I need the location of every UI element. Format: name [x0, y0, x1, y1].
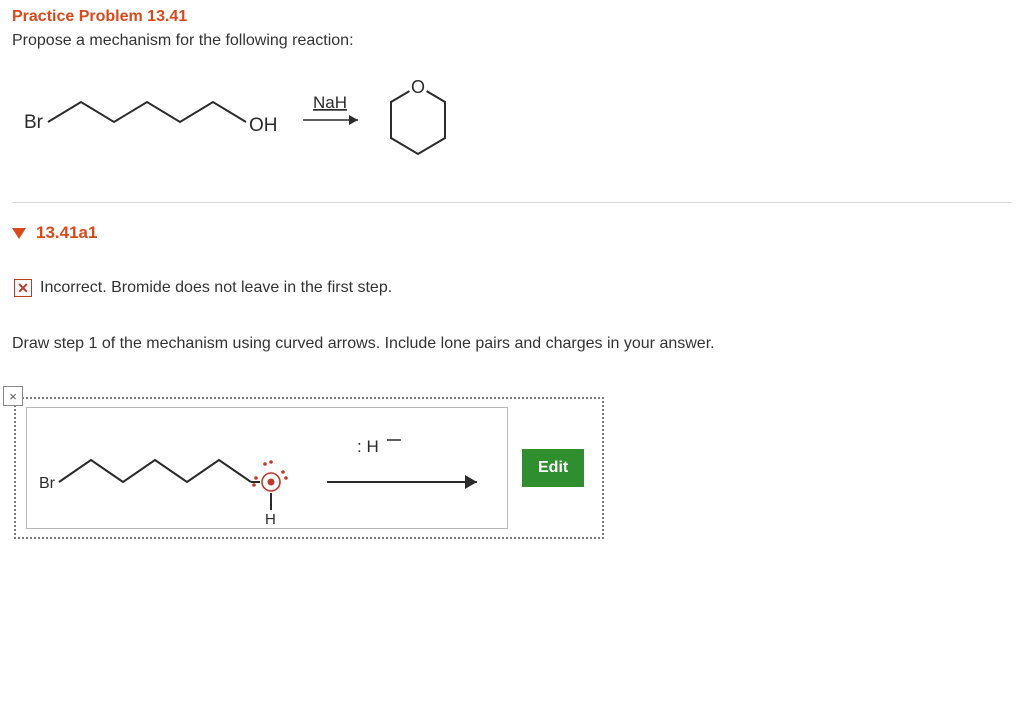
step-instruction: Draw step 1 of the mechanism using curve… — [12, 335, 1012, 353]
problem-prompt: Propose a mechanism for the following re… — [12, 32, 1012, 50]
reaction-scheme: Br OH NaH O — [18, 68, 1012, 178]
student-drawing[interactable]: Br H : H — [26, 407, 508, 529]
product-o-label: O — [411, 77, 425, 97]
hydride-label: : H — [357, 437, 379, 456]
reaction-svg: Br OH NaH O — [18, 68, 488, 178]
edit-button[interactable]: Edit — [522, 449, 584, 487]
incorrect-icon: ✕ — [14, 279, 32, 297]
remove-answer-icon[interactable]: × — [3, 386, 23, 406]
answer-area: × Br H : H — [14, 397, 1012, 539]
reagent-label: NaH — [313, 93, 347, 112]
subpart-header[interactable]: 13.41a1 — [12, 223, 1012, 243]
reactant-br-label: Br — [24, 112, 44, 133]
problem-title: Practice Problem 13.41 — [12, 8, 1012, 26]
drawing-br-label: Br — [39, 475, 56, 492]
drawing-oh-h: H — [265, 511, 276, 528]
feedback-row: ✕ Incorrect. Bromide does not leave in t… — [14, 279, 1012, 297]
caret-down-icon — [12, 228, 26, 239]
reactant-oh-label: OH — [249, 115, 278, 136]
separator — [12, 202, 1012, 203]
subpart-id: 13.41a1 — [36, 223, 97, 243]
feedback-text: Incorrect. Bromide does not leave in the… — [40, 279, 392, 297]
